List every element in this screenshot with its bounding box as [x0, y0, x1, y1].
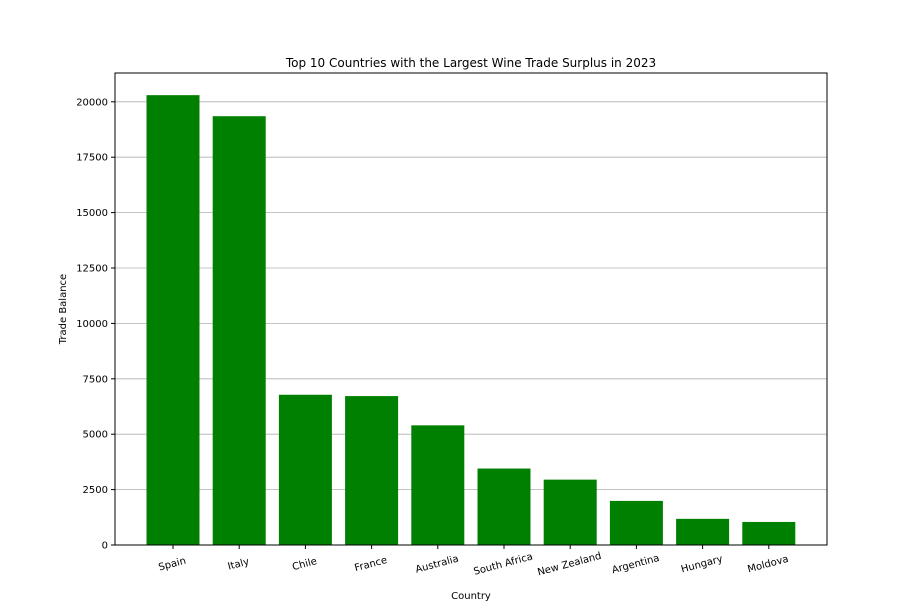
y-axis-label: Trade Balance: [58, 274, 69, 345]
bar-australia: [411, 425, 465, 545]
bar-moldova: [742, 521, 796, 545]
bars: [146, 95, 796, 546]
y-tick-label: 0: [102, 541, 108, 552]
y-tick-label: 20000: [76, 97, 108, 108]
bar-italy: [212, 116, 266, 545]
bar-chile: [278, 394, 332, 545]
bar-argentina: [609, 500, 663, 545]
y-tick-label: 17500: [76, 153, 108, 164]
y-tick-label: 7500: [83, 374, 108, 385]
y-tick-label: 10000: [76, 319, 108, 330]
bar-hungary: [676, 518, 730, 545]
y-ticks: 0 2500 5000 7500 10000 12500 15000 17500 20000: [76, 97, 115, 552]
x-tick-label: Italy: [227, 556, 251, 572]
bar-south-africa: [477, 468, 531, 545]
y-tick-label: 2500: [83, 485, 108, 496]
chart-title: Top 10 Countries with the Largest Wine T…: [285, 56, 656, 70]
bar-new-zealand: [543, 479, 597, 545]
y-tick-label: 15000: [76, 208, 108, 219]
bar-spain: [146, 95, 200, 546]
y-tick-label: 12500: [76, 264, 108, 275]
plot-frame: [114, 72, 828, 546]
bar-france: [345, 396, 399, 545]
y-tick-label: 5000: [83, 430, 108, 441]
x-axis-label: Country: [451, 591, 491, 602]
